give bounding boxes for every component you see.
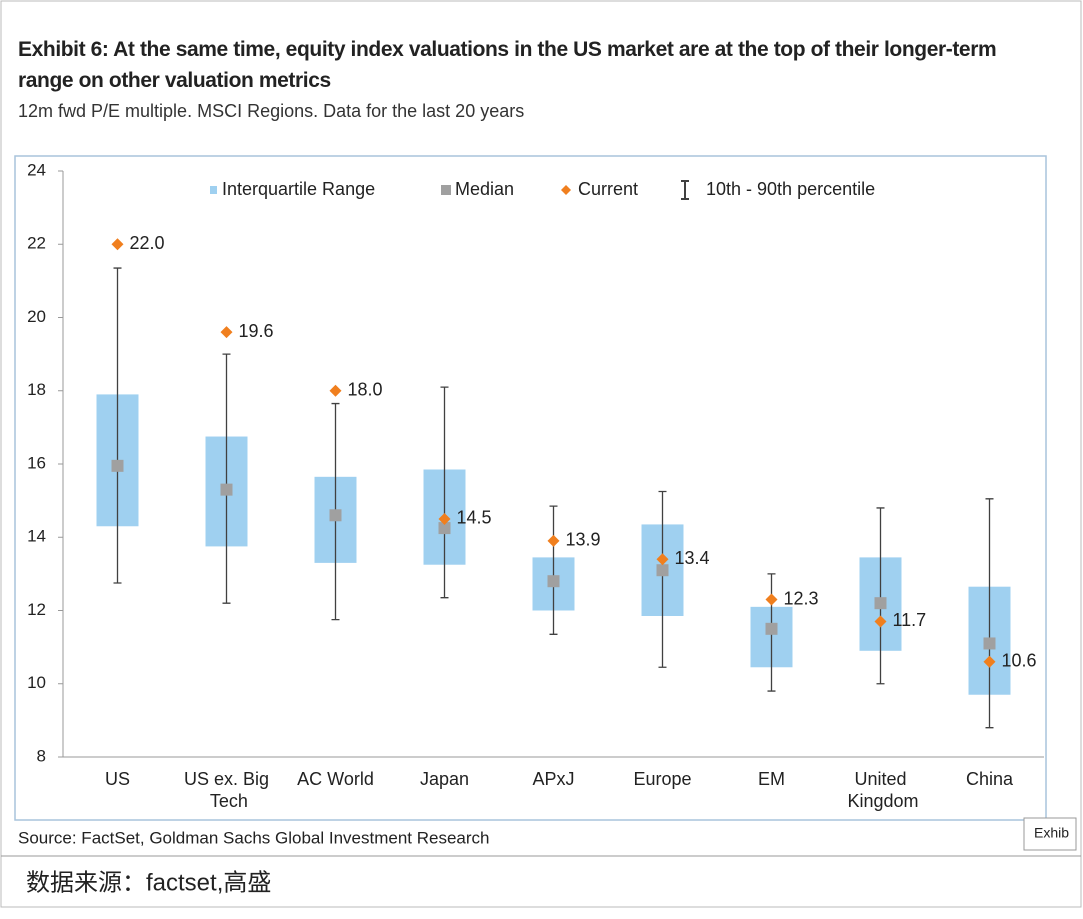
legend-label: Median [455, 179, 514, 199]
current [765, 593, 778, 606]
percentile-whisker [985, 498, 994, 729]
x-tick-label: APxJ [532, 769, 574, 789]
x-tick-label: EM [758, 769, 785, 789]
percentile-whisker [549, 505, 558, 635]
chart-subtitle: 12m fwd P/E multiple. MSCI Regions. Data… [18, 101, 525, 121]
legend-label: 10th - 90th percentile [706, 179, 875, 199]
data-label: 11.7 [893, 610, 927, 630]
median [874, 597, 887, 610]
data-label: 19.6 [239, 321, 274, 341]
data-label: 10.6 [1002, 651, 1037, 671]
legend-swatch [210, 186, 217, 194]
chart-title: Exhibit 6: At the same time, equity inde… [18, 38, 997, 92]
median [329, 509, 342, 522]
y-tick-label: 10 [27, 673, 46, 692]
percentile-whisker [658, 490, 667, 668]
current [874, 615, 887, 628]
legend-label: Interquartile Range [222, 179, 375, 199]
y-tick-label: 24 [27, 160, 46, 179]
y-tick-label: 16 [27, 453, 46, 472]
y-tick-label: 18 [27, 380, 46, 399]
median [983, 637, 996, 650]
x-tick-label: US [105, 769, 130, 789]
y-tick-label: 8 [37, 746, 46, 765]
median [438, 522, 451, 535]
x-tick-label: AC World [297, 769, 374, 789]
x-tick-label: United Kingdom [842, 769, 918, 811]
data-label: 14.5 [457, 508, 492, 528]
median [656, 564, 669, 577]
data-label: 12.3 [784, 588, 819, 608]
legend-swatch [561, 185, 571, 195]
footer: 数据来源：factset,高盛 [26, 869, 271, 896]
x-tick-label: China [966, 769, 1014, 789]
plot-frame [14, 155, 1047, 821]
percentile-whisker [113, 267, 122, 584]
legend-label: Current [578, 179, 638, 199]
source: Source: FactSet, Goldman Sachs Global In… [18, 828, 490, 847]
percentile-whisker [440, 386, 449, 599]
current [111, 238, 124, 251]
y-tick-label: 20 [27, 307, 46, 326]
x-tick-label: US ex. Big Tech [184, 769, 269, 811]
median [765, 622, 778, 635]
y-tick-label: 12 [27, 600, 46, 619]
current [547, 534, 560, 547]
x-tick-label: Europe [633, 769, 691, 789]
median [111, 459, 124, 472]
legend-swatch [441, 185, 451, 195]
x-tick-label: Japan [420, 769, 469, 789]
y-tick-label: 22 [27, 234, 46, 253]
current [656, 553, 669, 566]
data-label: 18.0 [348, 380, 383, 400]
current [220, 326, 233, 339]
percentile-whisker [222, 353, 231, 604]
y-tick-label: 14 [27, 527, 46, 546]
legend-swatch [681, 180, 689, 200]
current [438, 512, 451, 525]
median [220, 483, 233, 496]
tooltip-box [1023, 817, 1077, 851]
current [983, 655, 996, 668]
data-label: 22.0 [130, 233, 165, 253]
data-label: 13.4 [675, 548, 710, 568]
current [329, 384, 342, 397]
data-label: 13.9 [566, 530, 601, 550]
median [547, 575, 560, 588]
percentile-whisker [876, 507, 885, 685]
tooltip: Exhib [1034, 825, 1069, 841]
